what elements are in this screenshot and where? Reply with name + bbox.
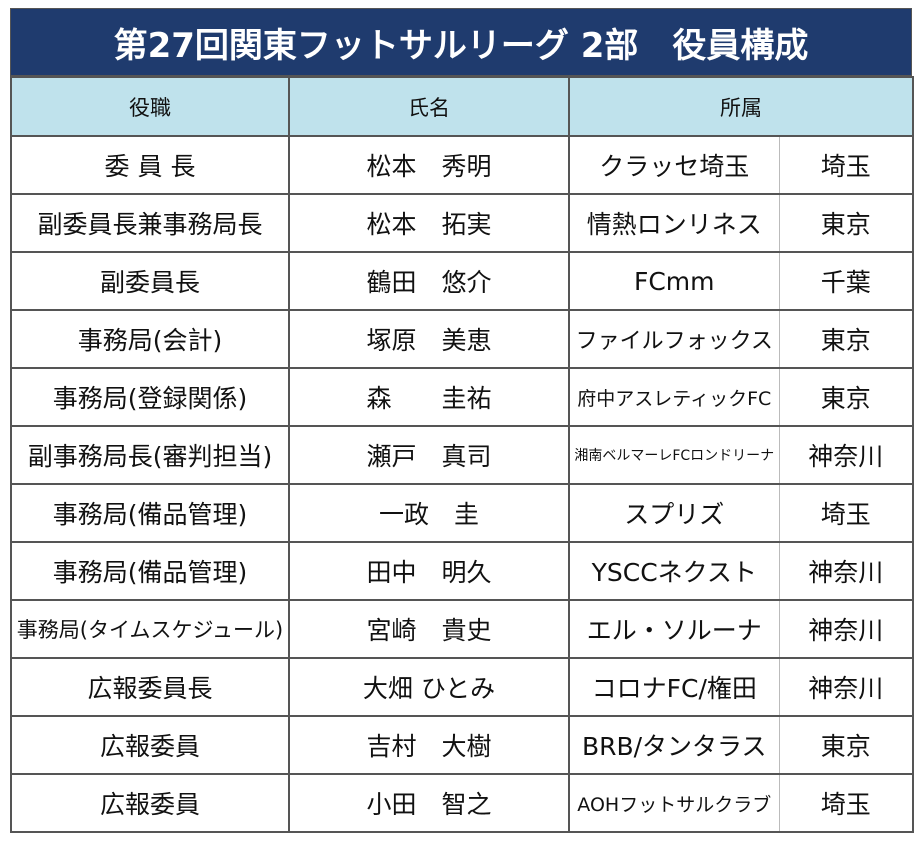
name-cell: 田中 明久 (288, 541, 570, 601)
team-cell: FCmm (568, 251, 780, 311)
name-cell: 吉村 大樹 (288, 715, 570, 775)
role-cell: 事務局(備品管理) (10, 541, 290, 601)
name-cell: 塚原 美恵 (288, 309, 570, 369)
team-cell: スプリズ (568, 483, 780, 543)
role-cell: 副事務局長(審判担当) (10, 425, 290, 485)
team-cell: YSCCネクスト (568, 541, 780, 601)
officer-table: 第27回関東フットサルリーグ 2部 役員構成 役職 氏名 所属 委 員 長松本 … (10, 8, 914, 833)
row: 副委員長 鶴田 悠介 FCmm 千葉 (10, 251, 914, 311)
row: 広報委員長 大畑 ひとみ コロナFC/権田 神奈川 (10, 657, 914, 717)
role-cell: 副委員長 (10, 251, 290, 311)
pref-cell: 千葉 (778, 251, 914, 311)
pref-cell: 東京 (778, 193, 914, 253)
team-cell: 湘南ベルマーレFCロンドリーナ (568, 425, 780, 485)
name-cell: 森 圭祐 (288, 367, 570, 427)
table: 役職 氏名 所属 委 員 長松本 秀明 クラッセ埼玉 埼玉 副委員長兼事務局長 松本 拓… (10, 76, 914, 833)
team-cell: クラッセ埼玉 (568, 135, 780, 195)
row: 副事務局長(審判担当) 瀬戸 真司 湘南ベルマーレFCロンドリーナ 神奈川 (10, 425, 914, 485)
header-cell: 役職 (10, 76, 290, 137)
role-cell: 広報委員 (10, 773, 290, 833)
name-cell: 鶴田 悠介 (288, 251, 570, 311)
row: 事務局(タイムスケジュール) 宮崎 貴史 エル・ソルーナ 神奈川 (10, 599, 914, 659)
pref-cell: 埼玉 (778, 483, 914, 543)
row: 委 員 長松本 秀明 クラッセ埼玉 埼玉 (10, 135, 914, 195)
name-cell: 松本 拓実 (288, 193, 570, 253)
team-cell: 情熱ロンリネス (568, 193, 780, 253)
row: 事務局(備品管理) 一政 圭スプリズ 埼玉 (10, 483, 914, 543)
team-cell: コロナFC/権田 (568, 657, 780, 717)
row: 広報委員 小田 智之 AOHフットサルクラブ 埼玉 (10, 773, 914, 833)
title: 第27回関東フットサルリーグ 2部 役員構成 (10, 8, 912, 76)
pref-cell: 東京 (778, 367, 914, 427)
team-cell: 府中アスレティックFC (568, 367, 780, 427)
team-cell: エル・ソルーナ (568, 599, 780, 659)
header-cell: 所属 (568, 76, 914, 137)
pref-cell: 埼玉 (778, 773, 914, 833)
team-cell: BRB/タンタラス (568, 715, 780, 775)
pref-cell: 神奈川 (778, 541, 914, 601)
pref-cell: 神奈川 (778, 425, 914, 485)
pref-cell: 埼玉 (778, 135, 914, 195)
header-row: 役職 氏名 所属 (10, 76, 914, 137)
role-cell: 広報委員 (10, 715, 290, 775)
role-cell: 事務局(会計) (10, 309, 290, 369)
role-cell: 事務局(タイムスケジュール) (10, 599, 290, 659)
name-cell: 小田 智之 (288, 773, 570, 833)
name-cell: 松本 秀明 (288, 135, 570, 195)
team-cell: ファイルフォックス (568, 309, 780, 369)
row: 事務局(登録関係) 森 圭祐 府中アスレティックFC 東京 (10, 367, 914, 427)
row: 副委員長兼事務局長 松本 拓実 情熱ロンリネス 東京 (10, 193, 914, 253)
pref-cell: 東京 (778, 309, 914, 369)
table-body: 委 員 長松本 秀明 クラッセ埼玉 埼玉 副委員長兼事務局長 松本 拓実 情熱ロンリネス東… (10, 135, 914, 833)
role-cell: 副委員長兼事務局長 (10, 193, 290, 253)
header-cell: 氏名 (288, 76, 570, 137)
role-cell: 委 員 長 (10, 135, 290, 195)
row: 広報委員 吉村 大樹 BRB/タンタラス 東京 (10, 715, 914, 775)
row: 事務局(備品管理) 田中 明久 YSCCネクスト 神奈川 (10, 541, 914, 601)
name-cell: 瀬戸 真司 (288, 425, 570, 485)
role-cell: 広報委員長 (10, 657, 290, 717)
name-cell: 宮崎 貴史 (288, 599, 570, 659)
row: 事務局(会計) 塚原 美恵 ファイルフォックス 東京 (10, 309, 914, 369)
pref-cell: 神奈川 (778, 599, 914, 659)
role-cell: 事務局(備品管理) (10, 483, 290, 543)
role-cell: 事務局(登録関係) (10, 367, 290, 427)
pref-cell: 神奈川 (778, 657, 914, 717)
name-cell: 大畑 ひとみ (288, 657, 570, 717)
team-cell: AOHフットサルクラブ (568, 773, 780, 833)
name-cell: 一政 圭 (288, 483, 570, 543)
pref-cell: 東京 (778, 715, 914, 775)
